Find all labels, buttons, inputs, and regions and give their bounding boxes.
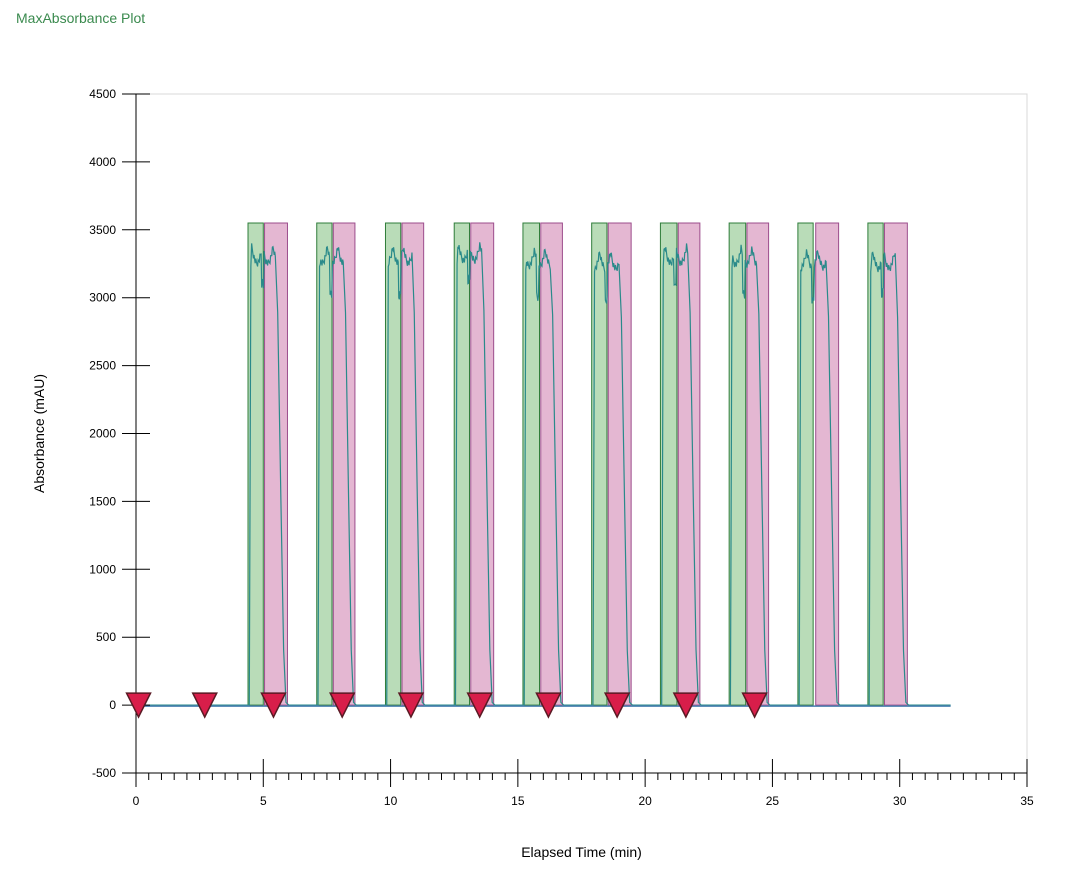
axes: -500 0 500 1000 1500 2000 2500 3000 3500 4000 4500… (89, 87, 1034, 808)
y-tick-label: 4500 (89, 87, 116, 101)
green-fraction-window-6 (591, 222, 608, 706)
fraction-windows (247, 222, 908, 706)
pink-fraction-window-10 (883, 222, 908, 706)
green-fraction-window-3 (384, 222, 402, 706)
pink-fraction-window-1 (264, 222, 288, 706)
event-marker-7[interactable] (535, 692, 562, 719)
page-title: MaxAbsorbance Plot (16, 10, 146, 26)
green-fraction-window-4 (453, 222, 470, 706)
x-tick-label: 30 (893, 794, 907, 808)
y-tick-label: 500 (96, 630, 116, 644)
y-tick-label: 2000 (89, 427, 116, 441)
y-tick-label: -500 (92, 766, 116, 780)
event-markers (125, 692, 768, 719)
green-fraction-window-7 (659, 222, 678, 706)
pink-fraction-window-2 (332, 222, 356, 706)
x-tick-label: 15 (511, 794, 525, 808)
event-marker-4[interactable] (328, 692, 356, 719)
x-tick-label: 5 (260, 794, 267, 808)
event-marker-3[interactable] (260, 692, 287, 719)
pink-fraction-window-3 (401, 222, 425, 706)
x-axis-title: Elapsed Time (min) (521, 844, 642, 860)
x-tick-label: 0 (133, 794, 140, 808)
y-tick-label: 3500 (89, 223, 116, 237)
absorbance-trace (136, 242, 951, 706)
event-marker-6[interactable] (466, 692, 493, 719)
y-tick-label: 1500 (89, 494, 116, 508)
x-tick-label: 10 (384, 794, 398, 808)
y-tick-label: 3000 (89, 291, 116, 305)
green-fraction-window-5 (522, 222, 540, 706)
y-tick-label: 2500 (89, 359, 116, 373)
event-marker-8[interactable] (603, 692, 631, 719)
pink-fraction-window-4 (470, 222, 495, 706)
green-fraction-window-10 (867, 222, 884, 706)
pink-fraction-window-6 (607, 222, 632, 706)
x-tick-label: 20 (638, 794, 652, 808)
green-fraction-window-2 (316, 222, 333, 706)
green-fraction-window-8 (728, 222, 747, 706)
y-axis-title: Absorbance (mAU) (31, 374, 47, 493)
x-tick-label: 35 (1020, 794, 1034, 808)
event-marker-1[interactable] (125, 692, 152, 719)
green-fraction-window-9 (797, 222, 814, 706)
y-tick-label: 1000 (89, 562, 116, 576)
green-fraction-window-1 (247, 222, 264, 706)
x-tick-label: 25 (766, 794, 780, 808)
y-tick-label: 0 (109, 698, 116, 712)
event-marker-2[interactable] (191, 692, 218, 719)
event-marker-5[interactable] (397, 692, 425, 719)
event-marker-9[interactable] (672, 692, 700, 719)
y-tick-label: 4000 (89, 155, 116, 169)
event-marker-10[interactable] (741, 692, 768, 719)
